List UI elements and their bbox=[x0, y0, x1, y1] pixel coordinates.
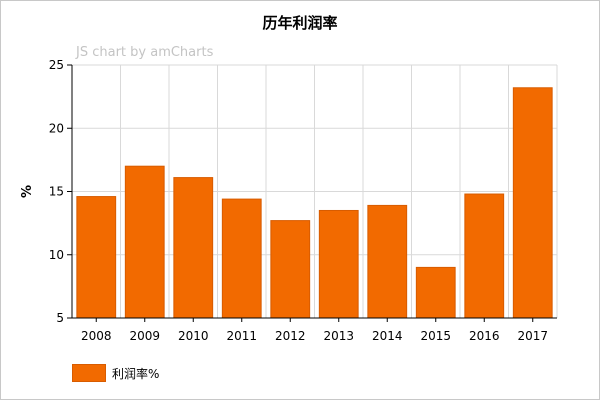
y-tick-label: 5 bbox=[56, 311, 64, 325]
chart-title: 历年利润率 bbox=[262, 14, 338, 32]
bar bbox=[415, 266, 456, 319]
bar bbox=[124, 165, 165, 319]
x-tick-label: 2011 bbox=[226, 329, 257, 343]
bar bbox=[173, 177, 214, 319]
bar bbox=[464, 193, 505, 319]
y-axis-label: % bbox=[20, 185, 35, 198]
x-tick-label: 2014 bbox=[372, 329, 403, 343]
bar bbox=[512, 87, 553, 319]
x-tick-label: 2015 bbox=[420, 329, 451, 343]
bar bbox=[270, 220, 311, 319]
y-tick-label: 20 bbox=[49, 121, 64, 135]
y-tick-label: 15 bbox=[49, 185, 64, 199]
amcharts-watermark[interactable]: JS chart by amCharts bbox=[76, 45, 214, 60]
bar bbox=[76, 196, 117, 319]
x-tick-label: 2009 bbox=[129, 329, 160, 343]
x-tick-label: 2012 bbox=[275, 329, 306, 343]
x-tick-label: 2008 bbox=[81, 329, 112, 343]
x-tick-label: 2017 bbox=[517, 329, 548, 343]
x-tick-label: 2016 bbox=[469, 329, 500, 343]
legend[interactable]: 利润率% bbox=[72, 364, 159, 382]
x-tick-label: 2010 bbox=[178, 329, 209, 343]
bar bbox=[318, 209, 359, 319]
y-tick-label: 25 bbox=[49, 58, 64, 72]
legend-label: 利润率% bbox=[112, 366, 160, 381]
legend-swatch bbox=[72, 364, 106, 382]
x-tick-label: 2013 bbox=[323, 329, 354, 343]
y-tick-label: 10 bbox=[49, 248, 64, 262]
bar bbox=[367, 204, 408, 319]
bar bbox=[221, 198, 262, 319]
